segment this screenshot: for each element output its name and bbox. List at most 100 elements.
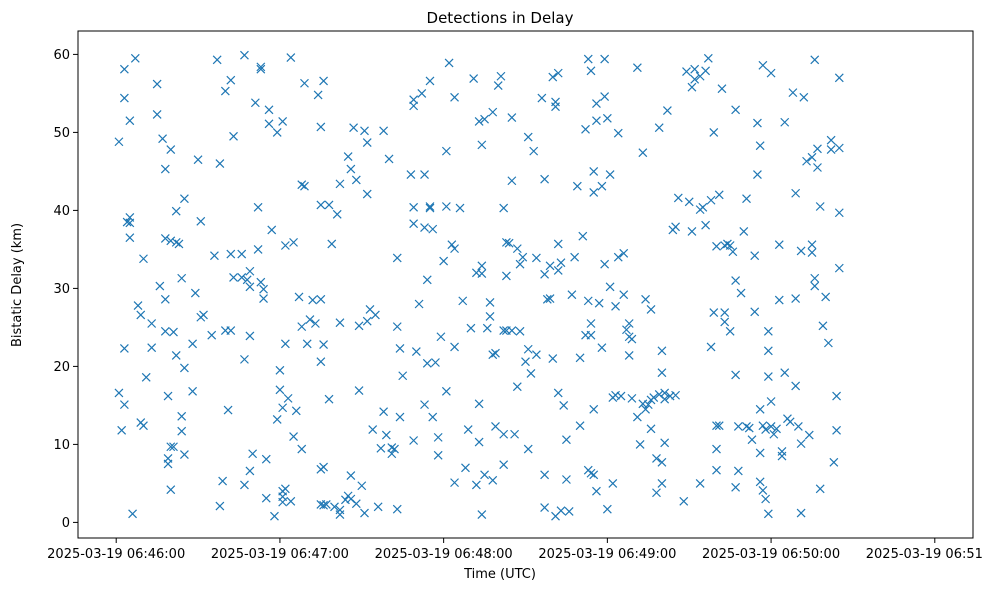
- data-point: [237, 249, 247, 259]
- data-point: [444, 58, 454, 68]
- y-tick-label: 10: [53, 438, 70, 453]
- data-point: [139, 254, 148, 264]
- y-tick-label: 0: [62, 516, 70, 531]
- data-point: [477, 261, 487, 271]
- data-point: [611, 301, 620, 311]
- data-point: [616, 391, 626, 401]
- data-point: [188, 339, 198, 349]
- data-point: [736, 288, 746, 298]
- data-point: [531, 253, 541, 263]
- data-point: [523, 344, 533, 354]
- data-point: [690, 64, 700, 74]
- data-point: [316, 294, 326, 304]
- data-point: [553, 68, 563, 78]
- data-point: [791, 188, 801, 198]
- data-point: [761, 494, 771, 504]
- data-point: [739, 227, 749, 236]
- data-point: [556, 506, 566, 516]
- data-point: [763, 326, 773, 336]
- data-point: [766, 422, 776, 431]
- data-point: [600, 92, 610, 101]
- data-point: [471, 480, 481, 490]
- x-tick-label: 2025-03-19 06:51:00: [866, 547, 984, 562]
- data-point: [545, 261, 555, 271]
- data-point: [226, 75, 236, 85]
- data-point: [474, 399, 484, 409]
- data-point: [709, 127, 719, 137]
- data-point: [179, 363, 189, 373]
- data-point: [671, 222, 681, 232]
- data-point: [160, 164, 170, 174]
- data-point: [122, 217, 132, 227]
- data-point: [368, 425, 378, 435]
- data-point: [720, 308, 730, 318]
- data-point: [742, 422, 751, 431]
- data-point: [414, 299, 424, 309]
- data-point: [362, 189, 372, 199]
- data-point: [179, 450, 189, 459]
- data-point: [125, 116, 135, 126]
- data-point: [605, 282, 615, 292]
- data-point: [564, 507, 574, 516]
- data-point: [275, 385, 285, 395]
- y-axis: 0 10 20 30 40 50 60: [53, 48, 78, 531]
- data-point: [703, 53, 713, 63]
- data-point: [125, 218, 135, 228]
- data-point: [701, 66, 711, 76]
- data-point: [291, 406, 301, 416]
- data-point: [586, 468, 596, 478]
- data-point: [717, 84, 727, 94]
- data-point: [597, 343, 607, 353]
- data-point: [212, 55, 222, 65]
- data-point: [119, 64, 129, 74]
- data-point: [507, 176, 517, 186]
- data-point: [417, 88, 427, 98]
- data-point: [420, 400, 429, 410]
- data-point: [684, 197, 694, 207]
- data-point: [818, 321, 828, 331]
- data-point: [300, 78, 309, 88]
- data-point: [763, 346, 773, 356]
- data-point: [275, 365, 285, 375]
- data-point: [706, 342, 716, 352]
- data-point: [750, 307, 760, 317]
- data-point: [627, 393, 637, 403]
- data-point: [420, 170, 429, 179]
- x-axis: 2025-03-19 06:46:00 2025-03-19 06:47:00 20…: [47, 538, 984, 562]
- data-point: [690, 74, 700, 84]
- data-point: [780, 368, 790, 378]
- data-point: [272, 127, 282, 137]
- data-point: [335, 318, 345, 328]
- data-point: [501, 271, 511, 281]
- data-point: [455, 203, 465, 213]
- data-point: [608, 478, 618, 488]
- data-point: [278, 117, 288, 126]
- data-point: [758, 421, 768, 431]
- data-point: [597, 181, 607, 191]
- data-point: [499, 460, 509, 470]
- data-point: [125, 233, 135, 243]
- data-point: [673, 193, 683, 203]
- data-point: [171, 237, 181, 247]
- data-point: [774, 240, 784, 250]
- data-point: [512, 244, 522, 254]
- data-point: [722, 239, 732, 249]
- data-point: [480, 470, 489, 480]
- data-point: [425, 202, 435, 211]
- data-point: [589, 188, 599, 197]
- chart-title: Detections in Delay: [427, 9, 574, 27]
- data-point: [179, 194, 189, 204]
- data-point: [278, 492, 288, 502]
- data-point: [343, 152, 353, 162]
- data-point: [395, 412, 405, 422]
- data-point: [744, 423, 754, 433]
- data-point: [712, 465, 721, 475]
- data-point: [199, 310, 208, 320]
- data-point: [777, 451, 787, 461]
- data-point: [313, 90, 323, 100]
- data-point: [785, 417, 795, 427]
- data-point: [791, 381, 801, 391]
- data-point: [409, 202, 419, 212]
- data-point: [657, 368, 667, 378]
- data-point: [559, 400, 569, 410]
